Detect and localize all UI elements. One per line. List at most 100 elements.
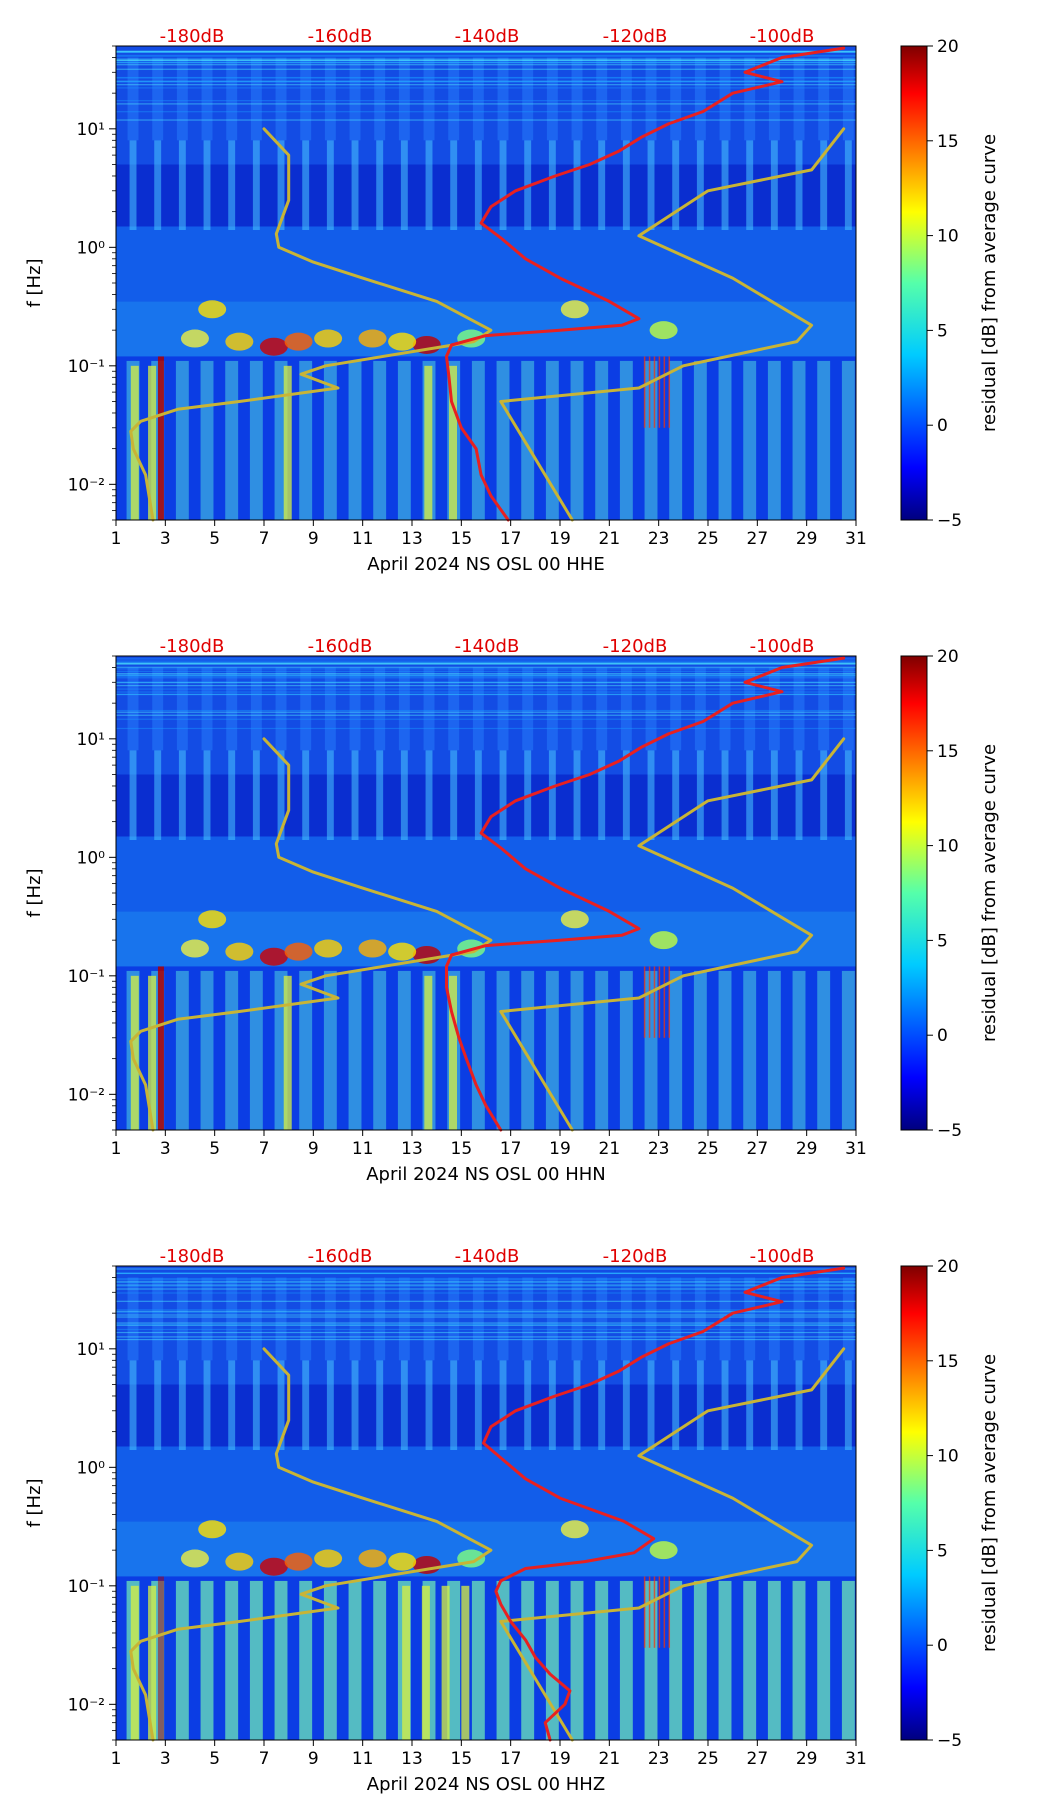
harmonic-line [116,666,856,668]
harmonic-line [116,59,856,61]
diurnal-streak [348,360,362,520]
diurnal-streak [474,1360,482,1451]
diurnal-streak [374,1277,386,1361]
diurnal-streak [302,750,310,841]
diurnal-streak [326,140,334,231]
colorbar-tick-label: 0 [937,1026,948,1046]
x-tick-label: 31 [845,1139,867,1159]
colorbar-frame [900,655,928,1131]
y-tick-label: 10⁰ [77,238,106,258]
transient-event [643,1576,646,1648]
diurnal-streak [743,360,757,520]
diurnal-streak [793,667,805,751]
diurnal-streak [718,970,732,1130]
diurnal-streak [743,1580,757,1740]
microseism-feature [388,1552,417,1571]
harmonic-line [116,61,856,64]
microseism-feature [259,337,288,356]
diurnal-streak [767,1580,781,1740]
diurnal-streak [373,970,387,1130]
harmonic-line [116,1272,856,1274]
y-tick-label: 10⁰ [77,1458,106,1478]
diurnal-streak [817,1580,831,1740]
harmonic-line [116,100,856,102]
y-tick-label: 10⁻¹ [68,357,105,377]
diurnal-streak [400,1360,408,1451]
x-tick-label: 11 [352,529,374,549]
diurnal-streak [474,750,482,841]
x-tick-label: 19 [549,529,571,549]
harmonic-line [116,1336,856,1338]
colorbar: −5 0 5 10 15 20 residual [dB] from average cur… [900,1257,1000,1751]
x-tick-label: 25 [697,529,719,549]
diurnal-streak [770,750,778,841]
diurnal-streak [154,140,162,231]
harmonic-line [116,685,856,687]
harmonic-line [116,1281,856,1284]
harmonic-line [116,1285,856,1287]
diurnal-streak [448,57,460,141]
diurnal-streak [795,140,803,231]
diurnal-streak [200,360,214,520]
diurnal-streak [376,140,384,231]
average-psd-curve [482,1266,846,1742]
diurnal-streak [596,667,608,751]
harmonic-line [116,681,856,683]
colorbar-label: residual [dB] from average curve [979,744,1000,1042]
diurnal-streak [275,667,287,751]
diurnal-streak [571,667,583,751]
diurnal-streak [323,1580,337,1740]
diurnal-streak [820,750,828,841]
x-tick-label: 5 [209,1139,220,1159]
diurnal-streak [669,360,683,520]
diurnal-streak [546,667,558,751]
x-tick-label: 3 [160,1139,171,1159]
diurnal-streak [450,1360,458,1451]
harmonic-line [116,1288,856,1290]
harmonic-line [116,709,856,712]
x-tick-label: 17 [500,1139,522,1159]
colorbar-label: residual [dB] from average curve [979,1354,1000,1652]
diurnal-streak [448,667,460,751]
x-tick-label: 25 [697,1749,719,1769]
diurnal-streak [376,750,384,841]
colorbar-tick-label: 15 [937,1352,959,1372]
low-frequency-event [402,1585,411,1740]
diurnal-streak [570,970,584,1130]
harmonic-line [116,55,856,57]
harmonic-line [116,1314,856,1316]
diurnal-streak [596,57,608,141]
y-tick-label: 10⁻² [68,1085,105,1105]
microseism-feature [198,1520,227,1539]
transient-event [643,966,646,1038]
microseism-feature [198,910,227,929]
diurnal-streak [176,1277,188,1361]
db-scale-label: -140dB [455,1246,520,1267]
colorbar-label: residual [dB] from average curve [979,134,1000,432]
harmonic-line [116,103,856,105]
colorbar-tick-label: 0 [937,1636,948,1656]
diurnal-streak [670,57,682,141]
diurnal-streak [818,57,830,141]
diurnal-streak [249,1580,263,1740]
low-frequency-event [424,365,433,520]
db-scale-label: -180dB [160,636,225,657]
colorbar-frame [900,45,928,521]
harmonic-line [116,51,856,53]
heatmap-band [116,46,856,165]
diurnal-streak [795,1360,803,1451]
diurnal-streak [225,1580,239,1740]
noise-model-curve [129,737,493,1132]
harmonic-line [116,76,856,79]
diurnal-streak [400,140,408,231]
harmonic-line [116,1323,856,1326]
y-axis-label: f [Hz] [24,258,45,307]
diurnal-streak [844,140,852,231]
x-tick-label: 31 [845,1749,867,1769]
microseism-feature [198,300,227,319]
diurnal-streak [744,57,756,141]
diurnal-streak [423,667,435,751]
diurnal-streak [497,57,509,141]
diurnal-streak [768,1277,780,1361]
diurnal-streak [721,1360,729,1451]
